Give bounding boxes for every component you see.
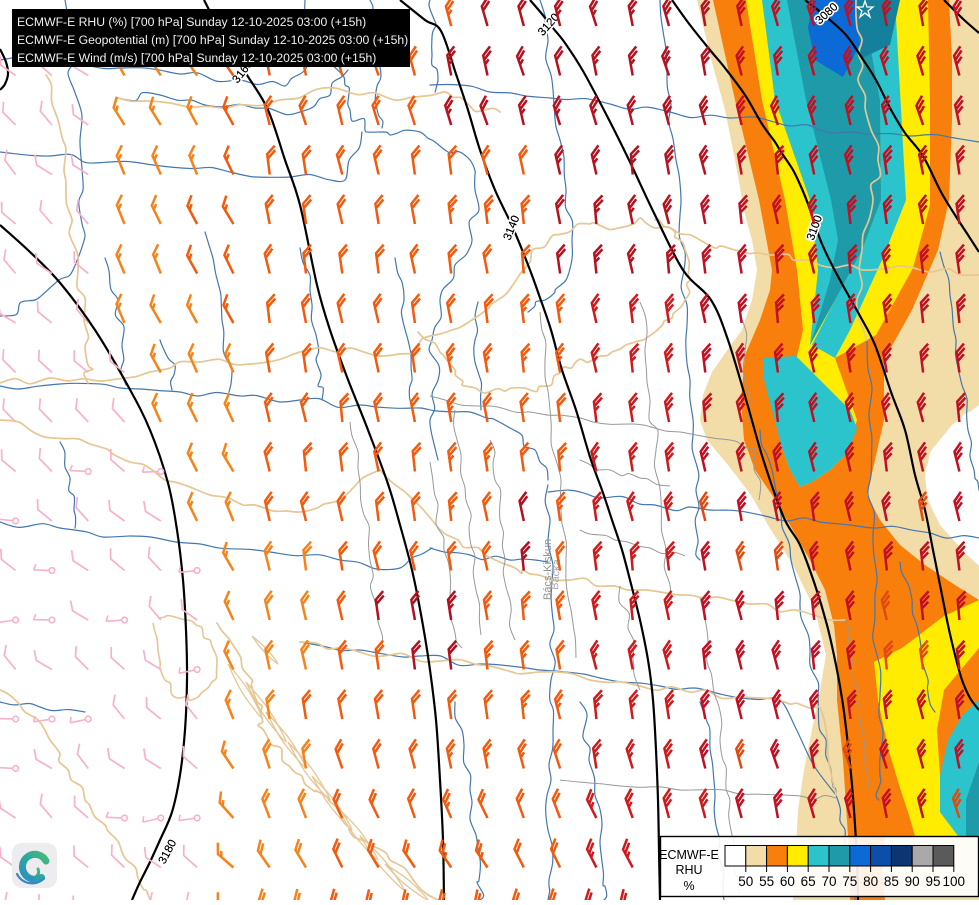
svg-text:ECMWF-E RHU (%) [700 hPa] Sund: ECMWF-E RHU (%) [700 hPa] Sunday 12-10-2…: [17, 15, 366, 29]
svg-text:90: 90: [905, 874, 920, 889]
svg-text:75: 75: [842, 874, 857, 889]
svg-text:50: 50: [738, 874, 753, 889]
svg-text:85: 85: [884, 874, 899, 889]
svg-text:Bačka: Bačka: [549, 558, 563, 590]
svg-text:55: 55: [759, 874, 774, 889]
svg-text:ECMWF-E Wind (m/s) [700 hPa] S: ECMWF-E Wind (m/s) [700 hPa] Sunday 12-1…: [17, 51, 376, 65]
svg-text:ECMWF-E Geopotential (m) [700: ECMWF-E Geopotential (m) [700 hPa] Sunda…: [17, 33, 408, 47]
svg-text:Bács-Kiskun: Bács-Kiskun: [542, 539, 554, 600]
svg-text:60: 60: [780, 874, 795, 889]
svg-text:95: 95: [925, 874, 940, 889]
svg-text:70: 70: [821, 874, 836, 889]
svg-text:ECMWF-E: ECMWF-E: [659, 848, 719, 862]
svg-text:%: %: [683, 879, 694, 893]
svg-text:RHU: RHU: [675, 863, 702, 877]
svg-text:100: 100: [943, 874, 966, 889]
svg-text:65: 65: [801, 874, 816, 889]
svg-text:80: 80: [863, 874, 878, 889]
